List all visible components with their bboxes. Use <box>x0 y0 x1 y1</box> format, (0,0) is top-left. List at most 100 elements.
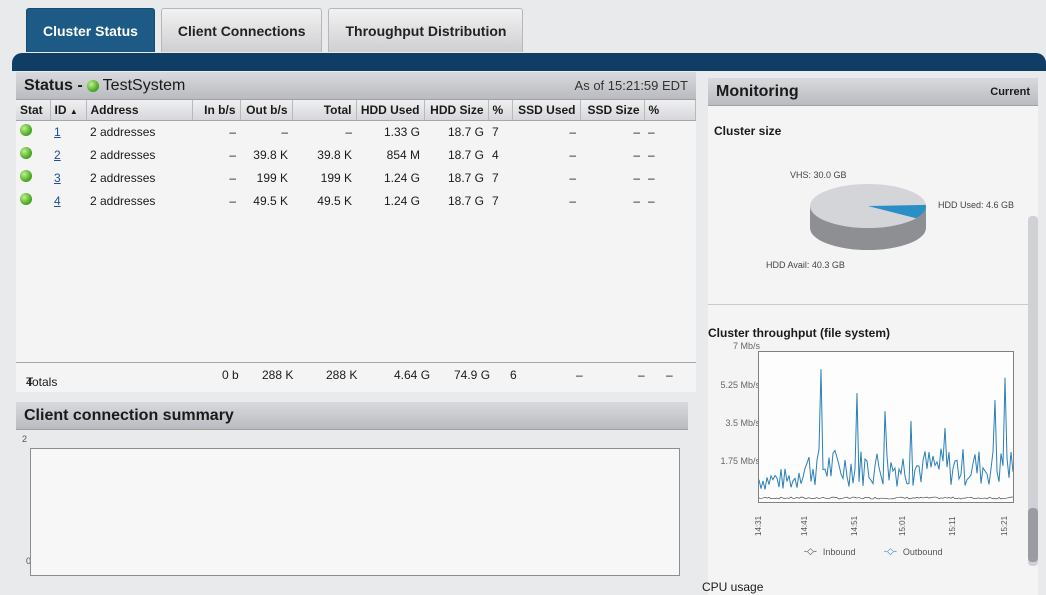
sort-asc-icon: ▲ <box>69 106 78 116</box>
out-cell: 49.5 K <box>253 193 288 208</box>
table-row[interactable]: 3 2 addresses – 199 K 199 K 1.24 G 18.7 … <box>16 166 696 189</box>
ssd-size-cell: – <box>633 147 640 162</box>
legend-inbound[interactable]: -◇- Inbound <box>804 546 855 557</box>
id-cell[interactable]: 1 <box>50 120 86 143</box>
status-ok-icon <box>20 193 32 205</box>
y-tick-label: 5.25 Mb/s <box>720 380 760 390</box>
tab-throughput-distribution[interactable]: Throughput Distribution <box>328 8 524 52</box>
client-y-min: 0 <box>26 556 32 566</box>
in-cell: – <box>229 193 236 208</box>
inbound-marker-icon: -◇- <box>804 546 817 556</box>
ssd-size-cell: – <box>633 193 640 208</box>
throughput-label: Cluster throughput (file system) <box>708 326 891 340</box>
col-stat[interactable]: Stat <box>16 100 51 121</box>
stat-cell <box>16 143 50 166</box>
system-name: TestSystem <box>102 76 186 94</box>
col-hdd-size[interactable]: HDD Size <box>424 100 489 121</box>
hdd-pct-cell: 7 <box>492 170 499 185</box>
tab-client-connections[interactable]: Client Connections <box>160 8 323 52</box>
totals-count: 4 <box>26 374 33 389</box>
table-row[interactable]: 4 2 addresses – 49.5 K 49.5 K 1.24 G 18.… <box>16 189 696 212</box>
total-cell: 49.5 K <box>317 193 352 208</box>
y-tick-label: 1.75 Mb/s <box>720 456 760 466</box>
totals-ssd-used: – <box>576 367 583 382</box>
col-address[interactable]: Address <box>86 100 193 121</box>
total-cell: 39.8 K <box>317 147 352 162</box>
tab-cluster-status[interactable]: Cluster Status <box>26 8 155 52</box>
table-row[interactable]: 1 2 addresses – – – 1.33 G 18.7 G 7 – – … <box>16 120 696 143</box>
client-summary-chart <box>30 448 680 576</box>
totals-out: 288 K <box>262 367 294 382</box>
status-table: Stat ID ▲ Address In b/s Out b/s Total H… <box>16 100 696 212</box>
x-tick-label: 14:51 <box>850 515 859 536</box>
totals-row: Totals 4 0 b 288 K 288 K 4.64 G 74.9 G 6… <box>16 362 696 389</box>
client-summary-panel: Client connection summary 2 0 <box>16 402 688 595</box>
status-label: Status - <box>24 76 83 94</box>
monitor-scrollbar[interactable] <box>1028 216 1038 566</box>
hdd-pct-cell: 7 <box>492 124 499 139</box>
status-ok-icon <box>20 170 32 182</box>
monitor-scrollbar-thumb[interactable] <box>1028 508 1038 562</box>
y-tick-label: 3.5 Mb/s <box>725 418 760 428</box>
x-tick-label: 15:11 <box>948 516 957 536</box>
col-ssd-pct[interactable]: % <box>644 100 696 121</box>
totals-ssd-size: – <box>638 367 645 382</box>
hdd-size-cell: 18.7 G <box>447 170 484 185</box>
col-total[interactable]: Total <box>292 100 357 121</box>
totals-hdd-size: 74.9 G <box>454 367 491 382</box>
out-cell: 199 K <box>256 170 288 185</box>
col-id[interactable]: ID ▲ <box>50 100 87 121</box>
outbound-series-line <box>758 369 1014 490</box>
col-hdd-pct[interactable]: % <box>488 100 513 121</box>
status-panel: Status - TestSystem As of 15:21:59 EDT S… <box>16 72 696 392</box>
pie-hdd-used-slice <box>868 204 926 219</box>
legend-outbound-label: Outbound <box>902 546 943 557</box>
status-ok-icon <box>20 147 32 159</box>
id-cell[interactable]: 4 <box>50 189 86 212</box>
y-tick-label: 7 Mb/s <box>732 341 760 351</box>
col-in[interactable]: In b/s <box>192 100 241 121</box>
col-ssd-used[interactable]: SSD Used <box>512 100 581 121</box>
ssd-size-cell: – <box>633 124 640 139</box>
in-cell: – <box>229 147 236 162</box>
x-tick-label: 14:41 <box>800 515 809 536</box>
cpu-usage-label: CPU usage <box>702 580 764 594</box>
cluster-size-pie <box>810 184 926 250</box>
hdd-used-cell: 1.33 G <box>383 124 420 139</box>
id-cell[interactable]: 3 <box>50 166 86 189</box>
table-row[interactable]: 2 2 addresses – 39.8 K 39.8 K 854 M 18.7… <box>16 143 696 166</box>
stat-cell <box>16 166 50 189</box>
throughput-chart <box>758 351 1014 503</box>
node-id-link[interactable]: 1 <box>54 124 61 139</box>
id-cell[interactable]: 2 <box>50 143 86 166</box>
node-id-link[interactable]: 3 <box>54 170 61 185</box>
address-cell: 2 addresses <box>90 170 156 185</box>
col-out[interactable]: Out b/s <box>240 100 293 121</box>
ssd-used-cell: – <box>569 193 576 208</box>
totals-text: Totals <box>26 374 58 389</box>
x-tick-label: 15:01 <box>898 515 907 536</box>
col-ssd-size[interactable]: SSD Size <box>580 100 645 121</box>
legend-outbound[interactable]: -◇- Outbound <box>884 546 942 557</box>
inbound-series-line <box>758 496 1013 500</box>
node-id-link[interactable]: 4 <box>54 193 61 208</box>
hdd-pct-cell: 4 <box>492 147 499 162</box>
system-status-icon <box>86 79 99 92</box>
hdd-used-cell: 1.24 G <box>383 170 420 185</box>
total-cell: 199 K <box>320 170 352 185</box>
hdd-size-cell: 18.7 G <box>447 147 484 162</box>
client-summary-title: Client connection summary <box>16 402 688 430</box>
status-header: Status - TestSystem As of 15:21:59 EDT <box>16 72 696 100</box>
hdd-size-cell: 18.7 G <box>447 193 484 208</box>
hdd-pct-cell: 7 <box>492 193 499 208</box>
ssd-size-cell: – <box>633 170 640 185</box>
monitoring-current-selector[interactable]: Current <box>990 85 1030 98</box>
stat-cell <box>16 120 50 143</box>
x-tick-label: 14:31 <box>754 515 763 536</box>
totals-total: 288 K <box>326 367 358 382</box>
client-y-max: 2 <box>22 434 28 444</box>
ssd-pct-cell: – <box>648 193 655 208</box>
node-id-link[interactable]: 2 <box>54 147 61 162</box>
ssd-pct-cell: – <box>648 124 655 139</box>
col-hdd-used[interactable]: HDD Used <box>356 100 425 121</box>
